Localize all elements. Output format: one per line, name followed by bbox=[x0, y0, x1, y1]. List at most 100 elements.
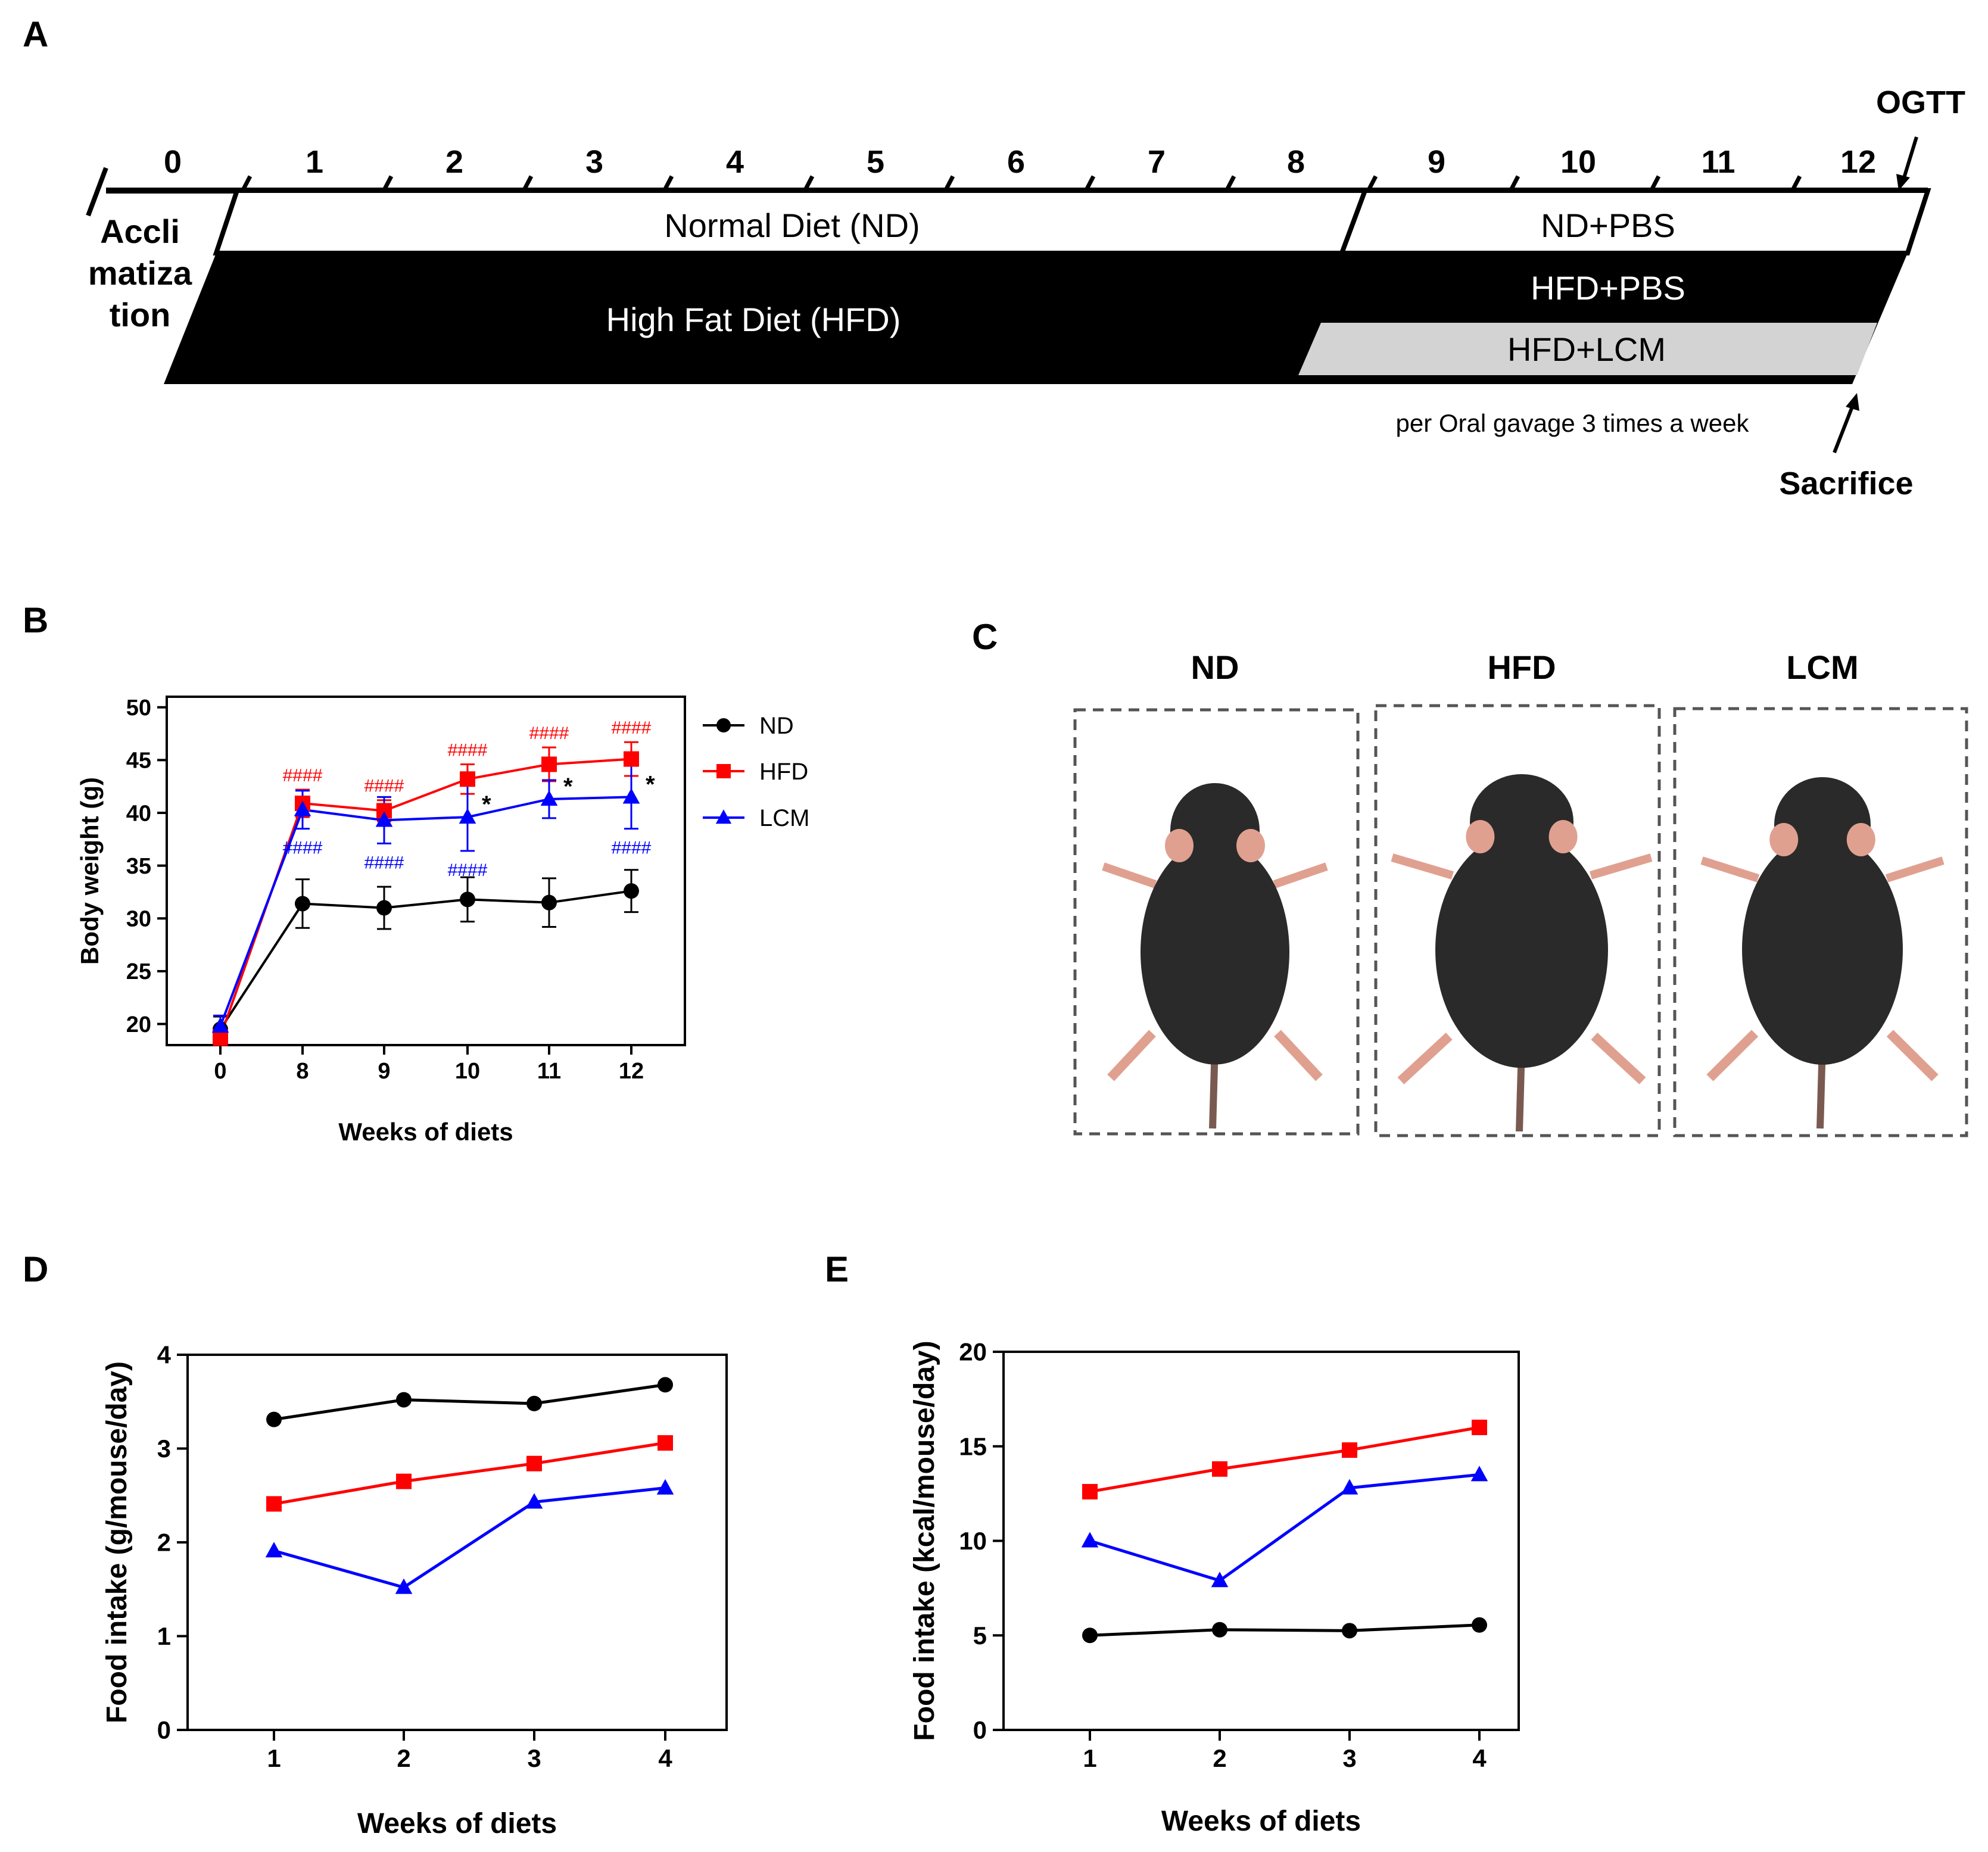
mouse-ear bbox=[1165, 829, 1194, 862]
timeline-start-tick bbox=[86, 167, 108, 217]
series-line-hfd bbox=[1089, 1426, 1480, 1494]
data-point-lcm bbox=[1211, 1572, 1229, 1588]
mouse-forelimb bbox=[1391, 853, 1454, 880]
x-tick-label: 9 bbox=[378, 1059, 390, 1084]
significance-annotation: #### bbox=[448, 860, 488, 880]
mouse-head bbox=[1170, 783, 1260, 878]
mouse-hindlimb bbox=[1107, 1030, 1156, 1081]
acclimatization-line-3: tion bbox=[110, 296, 171, 333]
data-point-hfd bbox=[526, 1455, 542, 1471]
legend-label-hfd: HFD bbox=[759, 759, 808, 785]
week-8-divider bbox=[1339, 189, 1367, 254]
y-tick-label: 15 bbox=[959, 1432, 987, 1460]
legend-marker-hfd bbox=[716, 764, 731, 778]
x-tick-label: 8 bbox=[296, 1059, 309, 1084]
data-point-lcm bbox=[1470, 1466, 1488, 1482]
photo-frame-lcm bbox=[1673, 707, 1968, 1137]
significance-annotation: #### bbox=[612, 838, 652, 858]
significance-annotation: #### bbox=[448, 740, 488, 760]
plot-frame bbox=[186, 1354, 728, 1731]
significance-annotation: #### bbox=[283, 766, 323, 785]
legend-label-nd: ND bbox=[759, 713, 794, 739]
normal-diet-label: Normal Diet (ND) bbox=[664, 207, 920, 244]
y-tick-label: 20 bbox=[959, 1338, 987, 1366]
significance-annotation: #### bbox=[364, 853, 404, 872]
x-tick-label: 12 bbox=[619, 1059, 644, 1084]
data-point-lcm bbox=[375, 811, 393, 827]
timeline-week-label: 6 bbox=[1007, 144, 1025, 180]
series-line-nd bbox=[219, 890, 632, 1030]
x-axis-label: Weeks of diets bbox=[338, 1118, 513, 1146]
y-tick-label: 0 bbox=[157, 1716, 171, 1744]
data-point-nd bbox=[396, 1392, 412, 1408]
data-point-lcm bbox=[1081, 1532, 1099, 1548]
mouse-photo-panel: C ND HFD LCM bbox=[972, 617, 1968, 1137]
significance-annotation: * bbox=[563, 774, 573, 800]
x-axis-label: Weeks of diets bbox=[1161, 1806, 1361, 1837]
food-intake-kcal-chart: 0 5 10 15 20 1 2 3 4 Weeks of diets Food intake (k… bbox=[909, 1338, 1520, 1837]
timeline-week-labels: 0 1 2 3 4 5 6 7 8 9 10 11 12 bbox=[164, 144, 1876, 180]
y-tick-label: 1 bbox=[157, 1622, 171, 1650]
series-line-hfd bbox=[273, 1441, 666, 1505]
food-intake-g-chart: 0 1 2 3 4 1 2 3 4 Weeks of diets Food intake (g/mo… bbox=[101, 1341, 728, 1839]
data-point-nd bbox=[460, 891, 475, 908]
data-point-nd bbox=[295, 896, 310, 912]
sacrifice-label: Sacrifice bbox=[1779, 466, 1913, 501]
mouse-hindlimb bbox=[1886, 1030, 1939, 1081]
acclimatization-line-2: matiza bbox=[88, 254, 192, 292]
hfd-lcm-label: HFD+LCM bbox=[1507, 331, 1666, 368]
mouse-hindlimb bbox=[1591, 1033, 1646, 1084]
y-tick-label: 0 bbox=[973, 1716, 987, 1744]
photo-label-nd: ND bbox=[1191, 648, 1239, 686]
timeline-week-label: 0 bbox=[164, 144, 182, 180]
timeline-week-label: 12 bbox=[1840, 144, 1876, 180]
y-tick-label: 5 bbox=[973, 1622, 987, 1650]
x-tick-label: 2 bbox=[397, 1744, 410, 1772]
data-point-nd bbox=[376, 900, 392, 916]
x-tick-label: 3 bbox=[1342, 1744, 1356, 1772]
mouse-ear bbox=[1846, 823, 1875, 856]
mouse-body bbox=[1742, 834, 1903, 1065]
data-point-lcm bbox=[459, 808, 476, 824]
mouse-hindlimb bbox=[1274, 1030, 1323, 1081]
ogtt-arrow bbox=[1901, 136, 1918, 182]
significance-annotation: #### bbox=[612, 718, 652, 738]
y-tick-label: 4 bbox=[157, 1341, 172, 1369]
data-point-hfd bbox=[1082, 1483, 1098, 1499]
y-tick-label: 25 bbox=[126, 959, 151, 984]
series-line-lcm bbox=[219, 796, 632, 1027]
data-point-lcm bbox=[294, 800, 311, 816]
acclimatization-line-1: Accli bbox=[100, 213, 180, 250]
x-tick-label: 3 bbox=[527, 1744, 541, 1772]
y-axis-label: Food intake (kcal/mouse/day) bbox=[909, 1340, 940, 1741]
significance-annotation: #### bbox=[529, 724, 569, 743]
nd-pbs-label: ND+PBS bbox=[1541, 207, 1675, 244]
mouse-forelimb bbox=[1885, 856, 1945, 883]
ogtt-arrowhead bbox=[1896, 174, 1910, 191]
timeline-week-label: 3 bbox=[585, 144, 603, 180]
timeline-week-label: 8 bbox=[1287, 144, 1305, 180]
data-point-nd bbox=[658, 1377, 673, 1393]
data-point-lcm bbox=[265, 1542, 283, 1558]
panel-letter-b: B bbox=[23, 600, 48, 640]
mouse-head bbox=[1470, 774, 1573, 869]
x-axis-label: Weeks of diets bbox=[357, 1808, 557, 1839]
plot-frame bbox=[166, 696, 686, 1046]
data-point-hfd bbox=[624, 751, 639, 767]
data-point-lcm bbox=[525, 1493, 543, 1509]
data-point-hfd bbox=[1472, 1420, 1487, 1435]
data-point-hfd bbox=[541, 756, 557, 772]
plot-frame bbox=[1002, 1351, 1520, 1731]
data-point-hfd bbox=[1212, 1461, 1227, 1477]
timeline-week-label: 11 bbox=[1701, 144, 1735, 180]
x-tick-label: 11 bbox=[537, 1059, 561, 1084]
series-line-hfd bbox=[219, 757, 632, 1037]
high-fat-diet-label: High Fat Diet (HFD) bbox=[606, 301, 901, 338]
mouse-illustrations bbox=[1102, 774, 1945, 1132]
sacrifice-arrowhead bbox=[1846, 393, 1859, 411]
panel-letter-e: E bbox=[825, 1249, 849, 1289]
ogtt-label: OGTT bbox=[1876, 85, 1965, 120]
data-point-nd bbox=[541, 894, 557, 911]
timeline-week-label: 9 bbox=[1428, 144, 1445, 180]
